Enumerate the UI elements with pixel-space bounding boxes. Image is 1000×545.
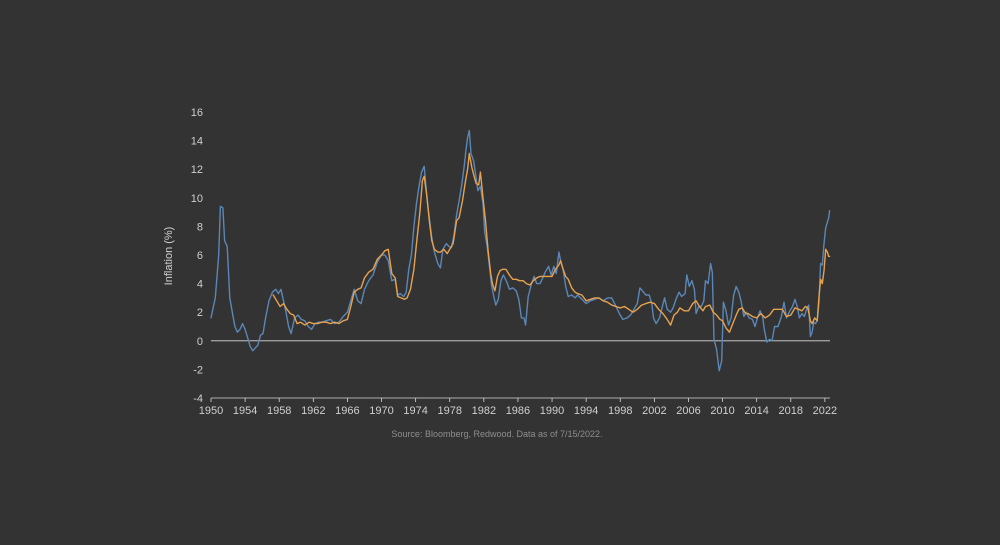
x-tick-label: 1974 xyxy=(403,405,427,417)
y-tick-label: 6 xyxy=(197,250,203,262)
series-line-headline-cpi xyxy=(210,129,831,372)
x-tick-label: 2006 xyxy=(676,405,700,417)
x-tick-label: 2022 xyxy=(813,405,837,417)
x-tick-label: 2010 xyxy=(710,405,734,417)
x-tick-label: 2018 xyxy=(779,405,803,417)
x-tick-label: 1954 xyxy=(233,405,257,417)
x-tick-label: 1990 xyxy=(540,405,564,417)
y-tick-label: 2 xyxy=(197,307,203,319)
y-axis: -4 -2 0 2 4 6 8 10 12 14 16 xyxy=(191,107,203,405)
y-axis-title: Inflation (%) xyxy=(163,227,175,286)
x-tick-label: 1966 xyxy=(335,405,359,417)
x-axis: 1950 1954 1958 1962 1966 1970 1974 1978 1982 1986… xyxy=(199,397,837,417)
x-tick-label: 1978 xyxy=(437,405,461,417)
y-tick-label: -4 xyxy=(193,393,203,405)
x-tick-label: 2014 xyxy=(744,405,768,417)
x-tick-label: 1998 xyxy=(608,405,632,417)
x-tick-label: 1962 xyxy=(301,405,325,417)
y-tick-label: 12 xyxy=(191,164,203,176)
y-tick-label: 4 xyxy=(197,279,203,291)
x-tick-label: 1958 xyxy=(267,405,291,417)
x-tick-label: 1994 xyxy=(574,405,598,417)
source-note: Source: Bloomberg, Redwood. Data as of 7… xyxy=(391,429,602,439)
y-tick-label: 16 xyxy=(191,107,203,119)
y-tick-label: 10 xyxy=(191,193,203,205)
x-tick-label: 1982 xyxy=(472,405,496,417)
series-line-core-cpi xyxy=(272,152,831,333)
y-tick-label: 0 xyxy=(197,336,203,348)
x-tick-label: 2002 xyxy=(642,405,666,417)
x-tick-label: 1950 xyxy=(199,405,223,417)
x-tick-label: 1986 xyxy=(506,405,530,417)
series-layer xyxy=(210,129,831,372)
y-tick-label: 8 xyxy=(197,221,203,233)
y-tick-label: 14 xyxy=(191,136,203,148)
x-tick-label: 1970 xyxy=(369,405,393,417)
y-tick-label: -2 xyxy=(193,364,203,376)
